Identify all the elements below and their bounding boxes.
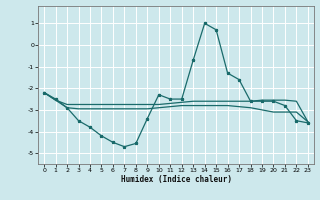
X-axis label: Humidex (Indice chaleur): Humidex (Indice chaleur)	[121, 175, 231, 184]
